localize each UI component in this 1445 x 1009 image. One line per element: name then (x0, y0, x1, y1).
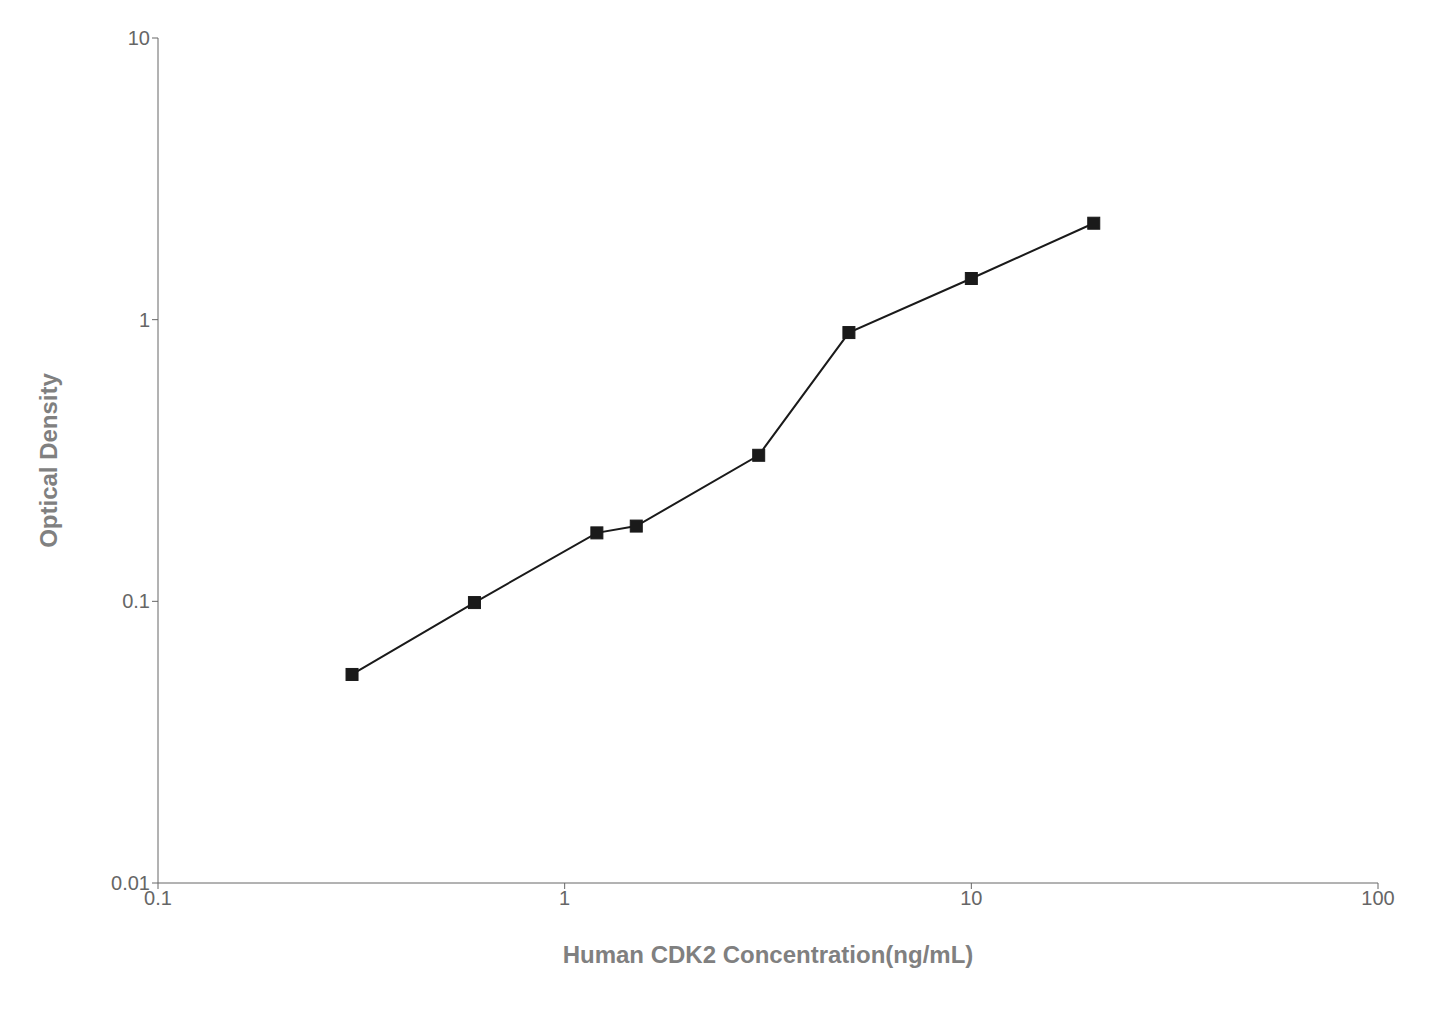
svg-text:10: 10 (960, 887, 982, 909)
svg-text:10: 10 (128, 27, 150, 49)
svg-text:100: 100 (1361, 887, 1394, 909)
svg-text:0.1: 0.1 (144, 887, 172, 910)
svg-text:1: 1 (139, 309, 150, 331)
svg-text:0.1: 0.1 (122, 590, 150, 612)
svg-text:Human CDK2 Concentration(ng/mL: Human CDK2 Concentration(ng/mL) (563, 941, 974, 968)
svg-text:0.01: 0.01 (111, 872, 150, 894)
svg-text:1: 1 (559, 887, 570, 909)
svg-text:Optical Density: Optical Density (35, 372, 62, 547)
